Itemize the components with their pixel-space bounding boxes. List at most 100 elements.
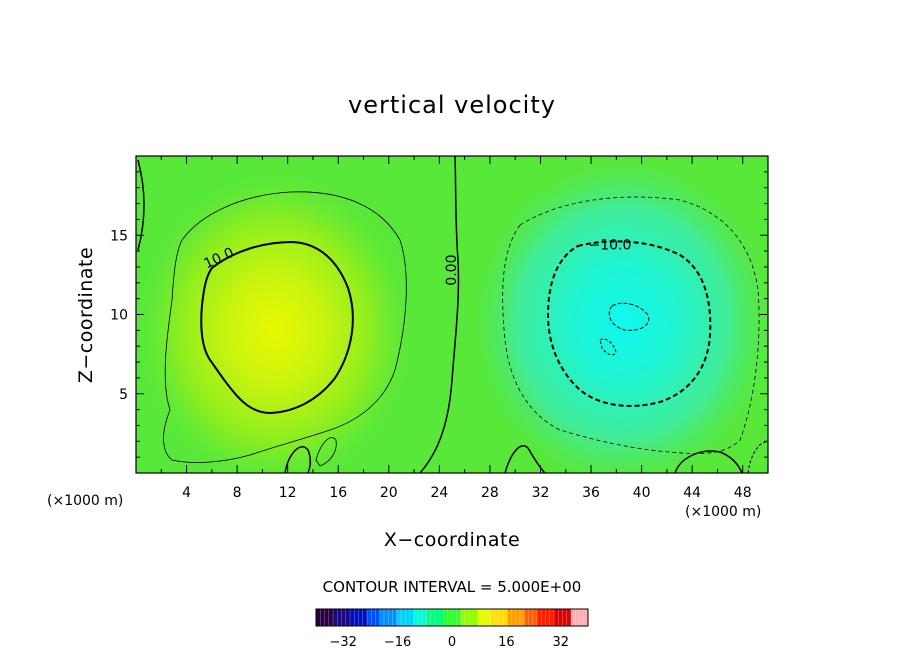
- contour-negative-corner: [747, 441, 768, 473]
- colorbar-tick-label: 16: [498, 635, 515, 650]
- colorbar-cell: [456, 609, 461, 626]
- colorbar-cell: [388, 609, 393, 626]
- contour-15-negative: [608, 302, 650, 331]
- contour-zero-bottom-far-right: [674, 450, 743, 473]
- colorbar-cell: [345, 609, 351, 626]
- contour-15-negative-small: [599, 338, 617, 356]
- contour-interval-label: CONTOUR INTERVAL = 5.000E+00: [323, 578, 582, 596]
- colorbar-cell: [579, 609, 585, 626]
- colorbar-cell: [367, 609, 372, 626]
- colorbar-cell: [341, 609, 347, 626]
- colorbar-cell: [316, 609, 321, 626]
- colorbar-cell: [358, 609, 364, 626]
- colorbar-cell: [494, 609, 500, 626]
- colorbar-cell: [413, 609, 419, 626]
- contour-5-positive: [163, 191, 407, 463]
- colorbar-cell: [498, 609, 504, 626]
- colorbar-cell: [447, 609, 453, 626]
- colorbar-cell: [528, 609, 534, 626]
- x-tick-label: 12: [279, 485, 297, 501]
- x-tick-label: 40: [633, 485, 651, 501]
- colorbar-cell: [549, 609, 555, 626]
- colorbar-cell: [460, 609, 466, 626]
- colorbar-cell: [405, 609, 410, 626]
- colorbar-cell: [507, 609, 512, 626]
- x-axis-title: X−coordinate: [384, 529, 520, 551]
- colorbar-cell: [562, 609, 568, 626]
- colorbar-cell: [333, 609, 338, 626]
- plot-area: [136, 156, 768, 473]
- colorbar-cell: [418, 609, 423, 626]
- contour-10-negative: [546, 240, 712, 407]
- colorbar-cell: [473, 609, 478, 626]
- colorbar-frame: [315, 608, 589, 627]
- colorbar-cell: [362, 609, 368, 626]
- contour-5-low-lobe: [315, 437, 337, 467]
- contour-zero: [419, 156, 460, 473]
- contour-5-negative: [502, 196, 760, 454]
- colorbar-cell: [426, 609, 432, 626]
- colorbar-tick-label: 0: [448, 635, 456, 650]
- colorbar-cell: [571, 609, 576, 626]
- x-tick-label: 16: [329, 485, 347, 501]
- colorbar-cell: [464, 609, 470, 626]
- x-tick-label: 8: [233, 485, 242, 501]
- colorbar-tick-label: −16: [384, 635, 411, 650]
- colorbar-cell: [430, 609, 436, 626]
- colorbar-cell: [337, 609, 342, 626]
- colorbar-cell: [575, 609, 580, 626]
- colorbar-cell: [511, 609, 517, 626]
- colorbar-cell: [350, 609, 355, 626]
- colorbar-cell: [379, 609, 385, 626]
- x-tick-label: 48: [734, 485, 752, 501]
- colorbar-cell: [375, 609, 381, 626]
- colorbar-cell: [566, 609, 572, 626]
- colorbar-cell: [384, 609, 389, 626]
- colorbar-cell: [481, 609, 487, 626]
- x-axis-unit: (×1000 m): [685, 504, 761, 520]
- updraft-shading: [136, 170, 415, 473]
- x-axis: 4 8 12 16 20 24 28 32 36 40 44 48: [160, 156, 752, 501]
- y-tick-label: 10: [110, 308, 128, 324]
- colorbar-cell: [486, 609, 491, 626]
- contour-zero-left: [137, 159, 145, 251]
- colorbar: −32 −16 0 16 32: [315, 608, 589, 650]
- colorbar-cell: [469, 609, 474, 626]
- colorbar-cell: [524, 609, 529, 626]
- colorbar-cell: [392, 609, 398, 626]
- colorbar-cell: [515, 609, 521, 626]
- downdraft-shading: [472, 157, 768, 473]
- colorbar-cell: [435, 609, 440, 626]
- colorbar-cell: [583, 609, 589, 626]
- contour-label: 0.00: [444, 255, 460, 286]
- colorbar-cell: [537, 609, 542, 626]
- x-tick-label: 36: [582, 485, 600, 501]
- y-axis-unit: (×1000 m): [47, 493, 123, 509]
- colorbar-cell: [320, 609, 325, 626]
- x-tick-label: 4: [182, 485, 191, 501]
- contour-label: −10.0: [589, 238, 632, 254]
- x-tick-label: 20: [380, 485, 398, 501]
- colorbar-cell: [477, 609, 483, 626]
- colorbar-tick-label: −32: [329, 635, 356, 650]
- colorbar-cell: [554, 609, 559, 626]
- x-tick-label: 44: [683, 485, 701, 501]
- colorbar-tick-label: 32: [553, 635, 570, 650]
- y-axis-title: Z−coordinate: [75, 247, 97, 383]
- colorbar-cell: [439, 609, 444, 626]
- colorbar-cell: [401, 609, 406, 626]
- x-tick-label: 24: [430, 485, 448, 501]
- y-tick-label: 15: [110, 228, 128, 244]
- colorbar-cell: [371, 609, 376, 626]
- colorbar-cell: [503, 609, 508, 626]
- contour-10-positive: [200, 240, 354, 415]
- colorbar-cell: [328, 609, 334, 626]
- colorbar-cell: [490, 609, 495, 626]
- colorbar-cell: [452, 609, 457, 626]
- colorbar-cell: [520, 609, 525, 626]
- chart-title: vertical velocity: [348, 91, 556, 119]
- y-axis: 5 10 15: [110, 171, 768, 458]
- y-tick-label: 5: [119, 387, 128, 403]
- colorbar-cell: [545, 609, 551, 626]
